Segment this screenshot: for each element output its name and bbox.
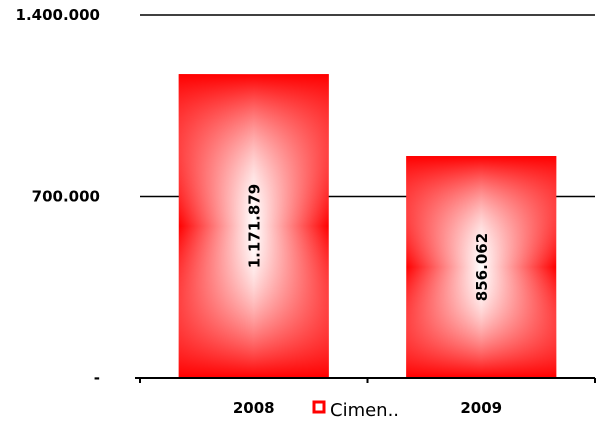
legend: Cimen.. bbox=[312, 400, 399, 421]
x-axis bbox=[135, 377, 596, 383]
y-tick-label: 1.400.000 bbox=[16, 6, 100, 24]
bar-2009 bbox=[406, 156, 557, 378]
y-tick-label: - bbox=[94, 369, 100, 387]
legend-swatch bbox=[312, 400, 326, 414]
data-label: 1.171.879 bbox=[246, 184, 264, 268]
y-tick-label: 700.000 bbox=[32, 188, 100, 206]
data-label: 856.062 bbox=[473, 233, 491, 301]
legend-label: Cimen.. bbox=[330, 400, 399, 421]
data-labels: 1.171.879 856.062 bbox=[246, 184, 492, 301]
x-tick-label: 2009 bbox=[460, 399, 502, 417]
bars bbox=[178, 74, 557, 379]
x-tick-label: 2008 bbox=[233, 399, 275, 417]
y-tick-labels: - 700.000 1.400.000 bbox=[16, 6, 100, 387]
x-tick-labels: 2008 2009 bbox=[233, 399, 502, 417]
bar-2008 bbox=[178, 74, 329, 379]
